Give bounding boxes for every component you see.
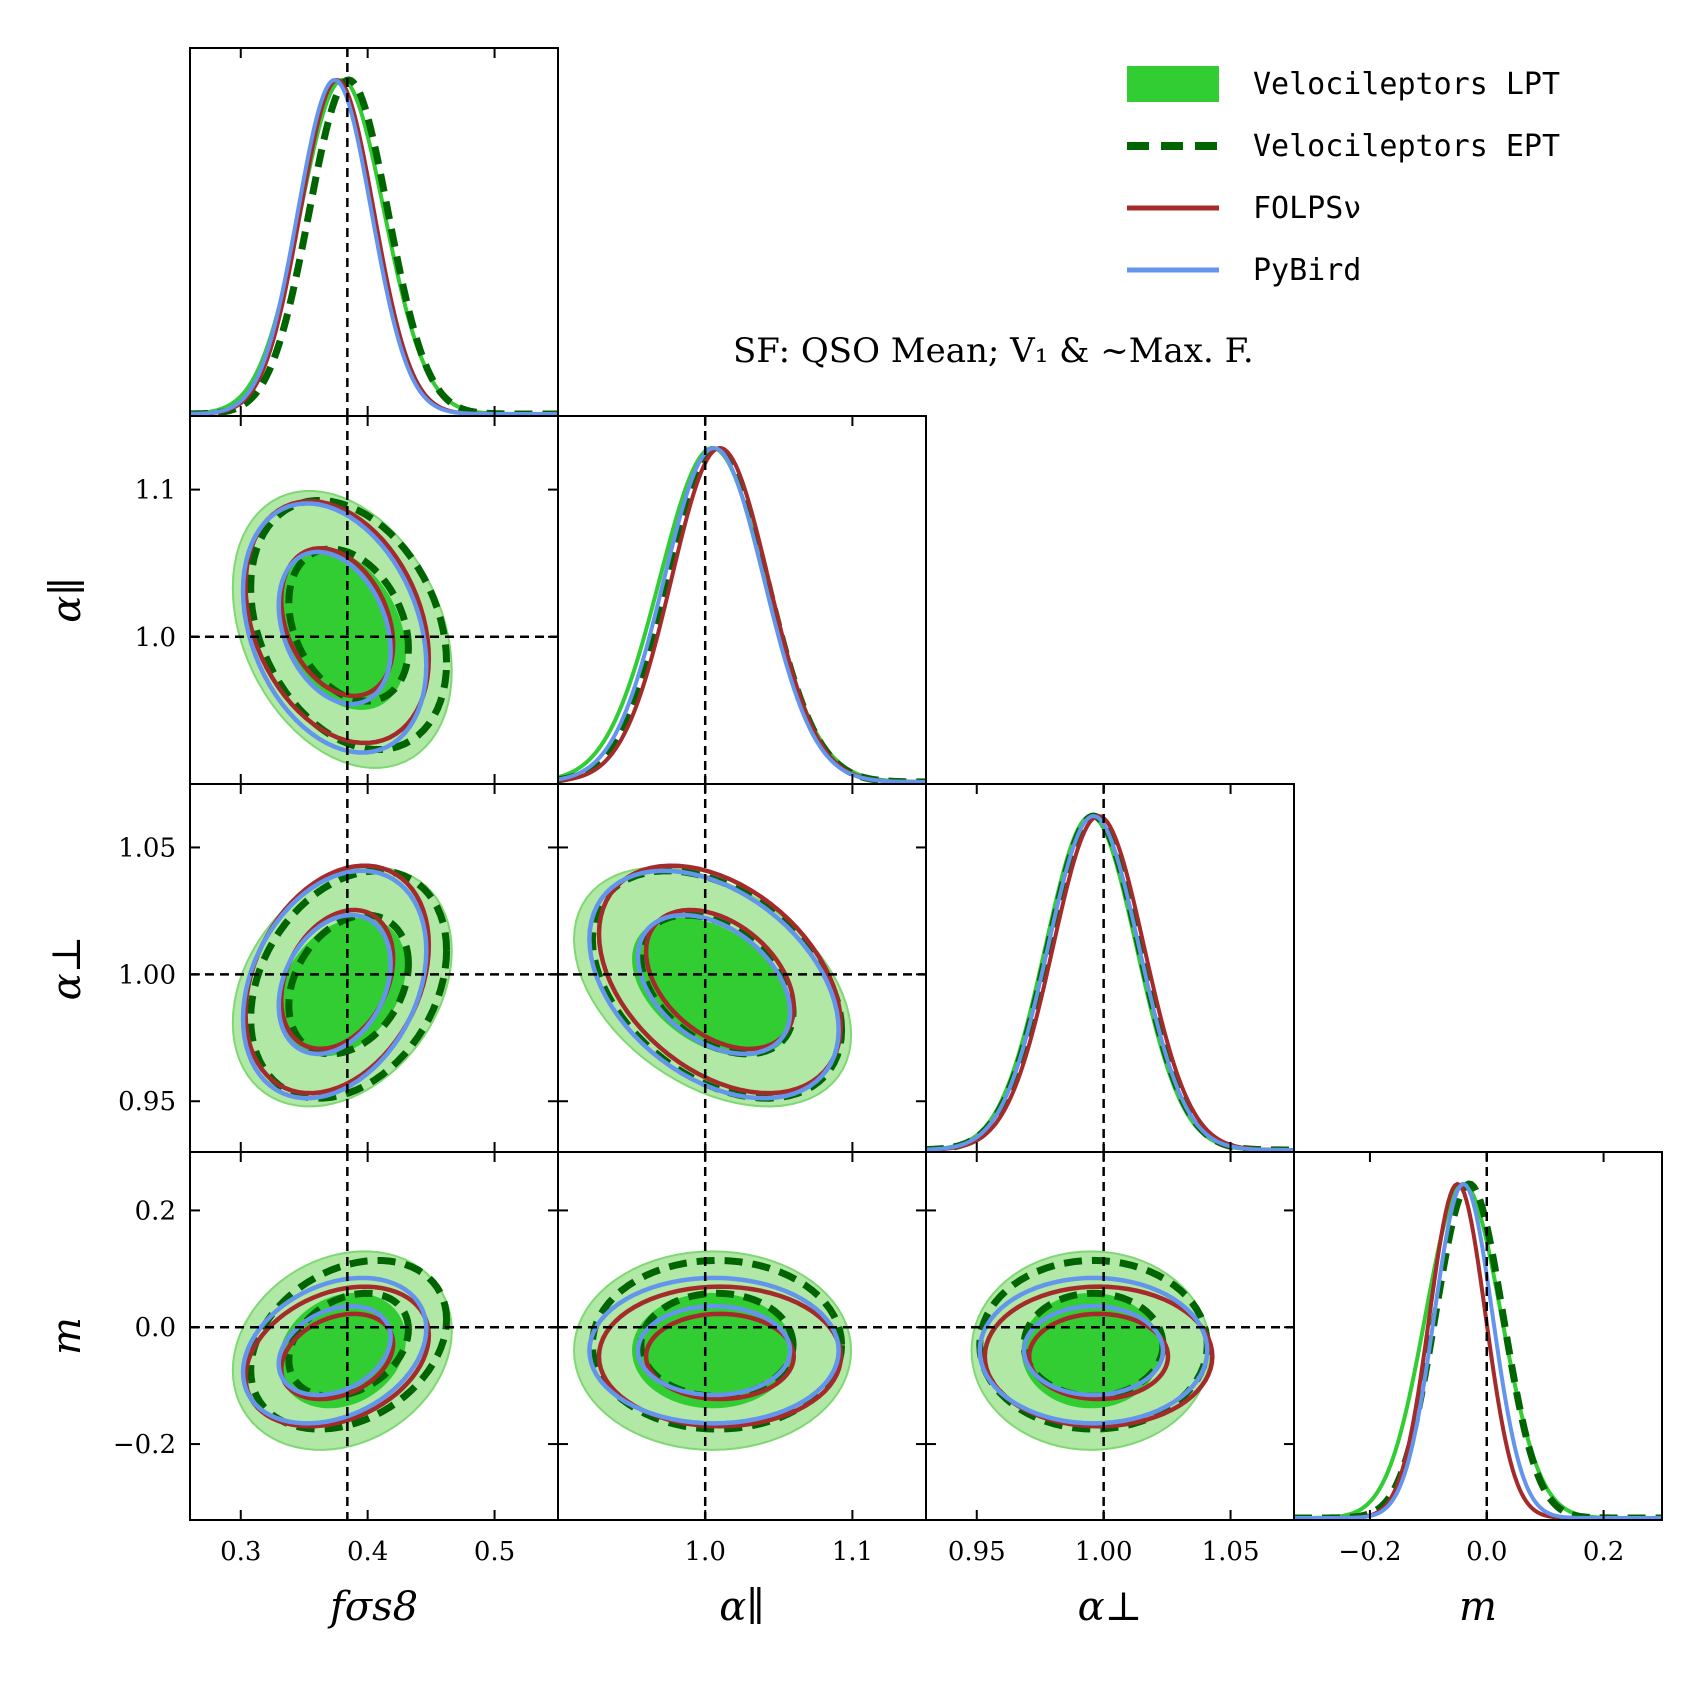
marginal-m-series-2 [1294, 1181, 1662, 1520]
contour-68-apar-m-series-3 [635, 1303, 793, 1398]
panel-m-aperp [926, 1152, 1294, 1520]
marginal-aperp-series-2 [926, 813, 1294, 1152]
contour-68-fs8-m-series-3 [276, 1304, 393, 1398]
legend-label-2: FOLPSν [1253, 191, 1361, 226]
contour-95-fs8-m-series-1 [247, 1256, 451, 1433]
y-axis-label-m: m [44, 1317, 90, 1355]
x-tick-label-fs8: 0.4 [347, 1537, 388, 1567]
y-axis-label-apar: α∥ [44, 577, 90, 623]
legend-label-1: Velocileptors EPT [1253, 129, 1560, 164]
panel-apar-apar [558, 416, 926, 784]
y-tick-label-m: 0.0 [135, 1313, 176, 1343]
contour-68-fs8-apar-series-2 [279, 546, 396, 699]
x-tick-label-m: 0.2 [1583, 1537, 1624, 1567]
x-tick-label-apar: 1.0 [685, 1537, 726, 1567]
x-tick-label-aperp: 1.05 [1202, 1537, 1260, 1567]
marginal-m-series-1 [1294, 1180, 1662, 1520]
marginal-m-series-0 [1294, 1182, 1662, 1520]
legend: Velocileptors LPT Velocileptors EPT FOLPSν… [1127, 66, 1560, 288]
marginal-aperp-series-1 [926, 812, 1294, 1152]
y-tick-label-m: 0.2 [135, 1196, 176, 1226]
contour-68-aperp-m-series-2 [1026, 1311, 1171, 1402]
x-tick-label-fs8: 0.5 [474, 1537, 515, 1567]
contour-68-fs8-aperp-series-3 [276, 912, 393, 1057]
contour-95-fs8-m-series-3 [240, 1275, 429, 1426]
contour-68-fs8-m-series-1 [285, 1289, 412, 1400]
panel-m-apar [558, 1152, 926, 1520]
x-axis-label-m: m [1459, 1584, 1497, 1630]
panels: 0.3 0.4 0.5 fσs8 1.0 1.1 α∥ 0.95 1.00 1.05 α⊥ −0.2 0… [44, 47, 1663, 1630]
contour-95-aperp-m-series-2 [982, 1284, 1215, 1429]
marginal-fs8-series-1 [190, 76, 558, 416]
marginal-aperp-series-0 [926, 814, 1294, 1152]
x-axis-label-aperp: α⊥ [1078, 1584, 1143, 1630]
x-axis-label-fs8: fσs8 [327, 1584, 418, 1630]
panel-m-m [1294, 1152, 1662, 1520]
contour-68-apar-aperp-series-1 [637, 911, 797, 1058]
contour-68-apar-aperp-series-2 [643, 907, 797, 1052]
panel-aperp-fs8 [190, 784, 558, 1152]
contour-68-apar-aperp-series-3 [635, 912, 793, 1057]
y-tick-label-apar: 1.0 [135, 623, 176, 653]
x-tick-label-m: 0.0 [1466, 1537, 1507, 1567]
contour-95-apar-aperp-series-1 [588, 867, 846, 1102]
contour-68-apar-m-series-2 [643, 1311, 797, 1402]
contour-95-apar-aperp-series-2 [596, 863, 844, 1096]
annotation-text: SF: QSO Mean; V₁ & ~Max. F. [733, 331, 1254, 371]
panel-apar-fs8 [190, 416, 558, 784]
contour-95-fs8-apar-series-1 [247, 497, 451, 754]
contour-95-fs8-aperp-series-3 [240, 868, 429, 1101]
y-tick-label-aperp: 1.05 [118, 833, 176, 863]
contour-95-fs8-apar-series-3 [240, 501, 429, 755]
x-tick-label-aperp: 1.00 [1075, 1537, 1133, 1567]
contour-95-apar-aperp-series-3 [587, 868, 841, 1101]
y-tick-label-aperp: 0.95 [118, 1087, 176, 1117]
contour-95-fs8-apar-series-2 [243, 498, 432, 746]
panel-aperp-aperp [926, 784, 1294, 1152]
contour-68-fs8-apar-series-1 [285, 545, 412, 705]
contour-68-aperp-m-series-3 [1021, 1303, 1166, 1398]
x-axis-label-apar: α∥ [719, 1584, 765, 1630]
panel-frame [1293, 1151, 1663, 1521]
legend-label-3: PyBird [1253, 253, 1361, 288]
legend-label-0: Velocileptors LPT [1253, 67, 1560, 102]
y-tick-label-m: −0.2 [113, 1430, 176, 1460]
x-tick-label-aperp: 0.95 [948, 1537, 1006, 1567]
contour-95-aperp-m-series-3 [977, 1275, 1210, 1426]
y-tick-label-apar: 1.1 [135, 476, 176, 506]
contour-95-apar-m-series-2 [596, 1284, 844, 1429]
y-tick-label-aperp: 1.00 [118, 960, 176, 990]
marginal-m-series-3 [1294, 1182, 1662, 1520]
contour-95-apar-m-series-3 [587, 1275, 841, 1426]
x-tick-label-m: −0.2 [1338, 1537, 1401, 1567]
contour-68-fs8-apar-series-3 [276, 549, 393, 707]
x-tick-label-apar: 1.1 [832, 1537, 873, 1567]
panel-fs8-fs8 [190, 48, 558, 416]
marginal-apar-series-3 [558, 445, 926, 784]
panel-m-fs8 [190, 1152, 558, 1520]
marginal-fs8-series-3 [190, 77, 558, 416]
marginal-aperp-series-3 [926, 813, 1294, 1152]
x-tick-label-fs8: 0.3 [220, 1537, 261, 1567]
legend-swatch-0 [1127, 66, 1219, 102]
panel-aperp-apar [558, 784, 926, 1152]
y-axis-label-aperp: α⊥ [44, 936, 90, 1001]
